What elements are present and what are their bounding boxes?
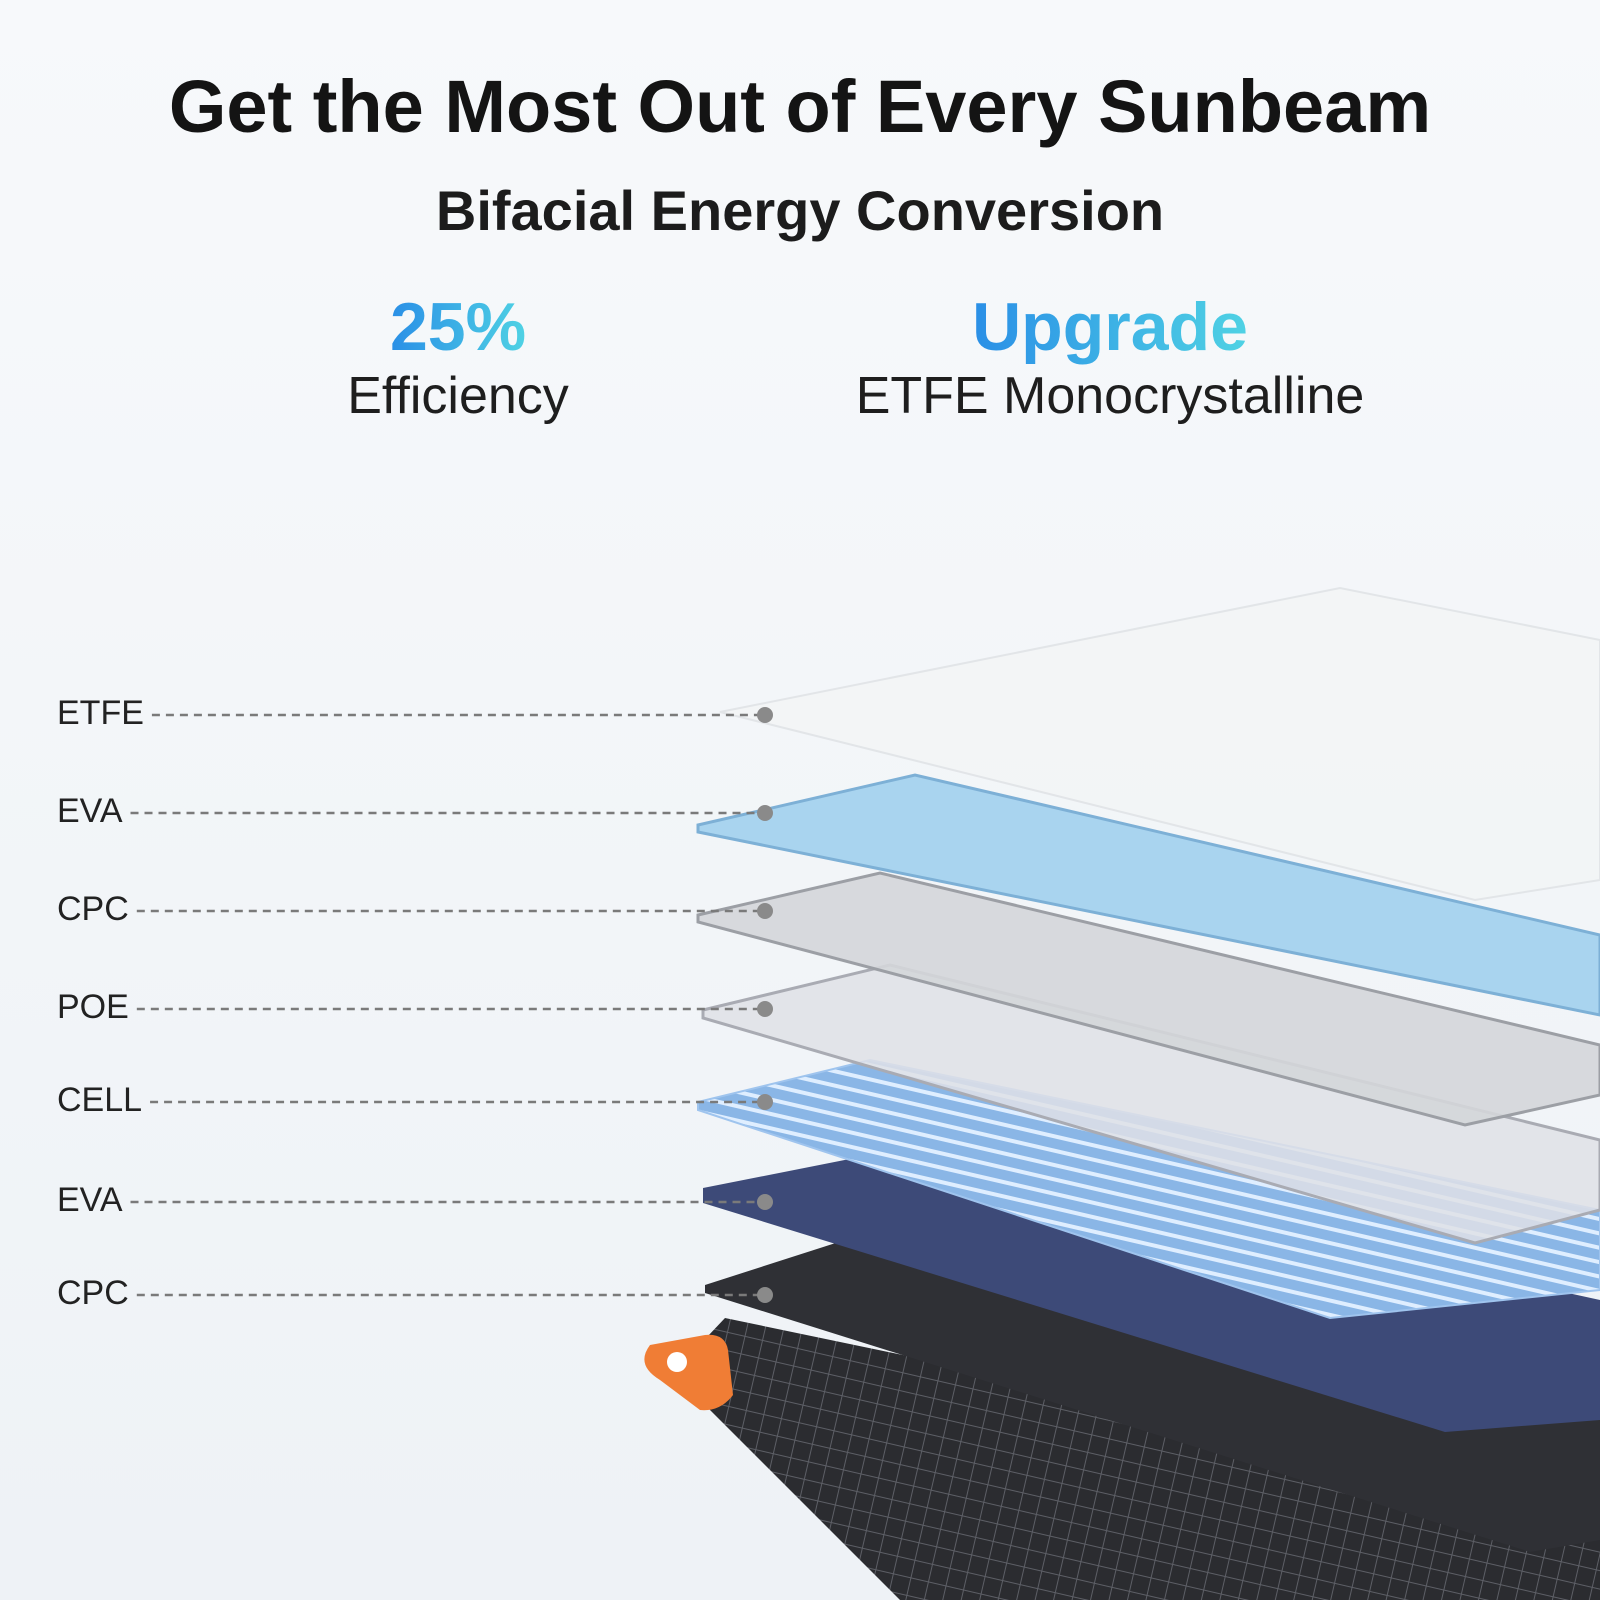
layer-label: CPC (57, 1274, 129, 1312)
leader-dot (757, 805, 773, 821)
leader-dot (757, 1001, 773, 1017)
layer-label: CELL (57, 1081, 142, 1119)
feature-label: Efficiency (347, 367, 569, 425)
feature-label: ETFE Monocrystalline (856, 367, 1365, 425)
layer-label: EVA (57, 792, 123, 830)
layer-labels: ETFE EVA CPC POE CELL EVA CPC (57, 694, 773, 1312)
feature-value: Upgrade (972, 289, 1248, 365)
corner-hole (667, 1352, 687, 1372)
leader-dot (757, 707, 773, 723)
subtitle: Bifacial Energy Conversion (436, 179, 1164, 242)
feature-value: 25% (390, 289, 526, 365)
leader-dot (757, 1094, 773, 1110)
leader-dot (757, 903, 773, 919)
layer-label: POE (57, 988, 129, 1026)
panel-etfe (719, 586, 1600, 902)
title: Get the Most Out of Every Sunbeam (169, 65, 1431, 148)
panel-stack (644, 586, 1600, 1600)
panel-eva-back (703, 1148, 1600, 1432)
panel-cpc-back (705, 1240, 1600, 1552)
corner-guard (644, 1334, 733, 1411)
leader-dot (757, 1287, 773, 1303)
layer-label: EVA (57, 1181, 123, 1219)
panel-eva-front (696, 773, 1600, 1017)
layer-label: CPC (57, 890, 129, 928)
panel-cpc-front (696, 871, 1600, 1127)
panel-base (690, 1318, 1600, 1600)
leader-dot (757, 1194, 773, 1210)
layer-label: ETFE (57, 694, 144, 732)
